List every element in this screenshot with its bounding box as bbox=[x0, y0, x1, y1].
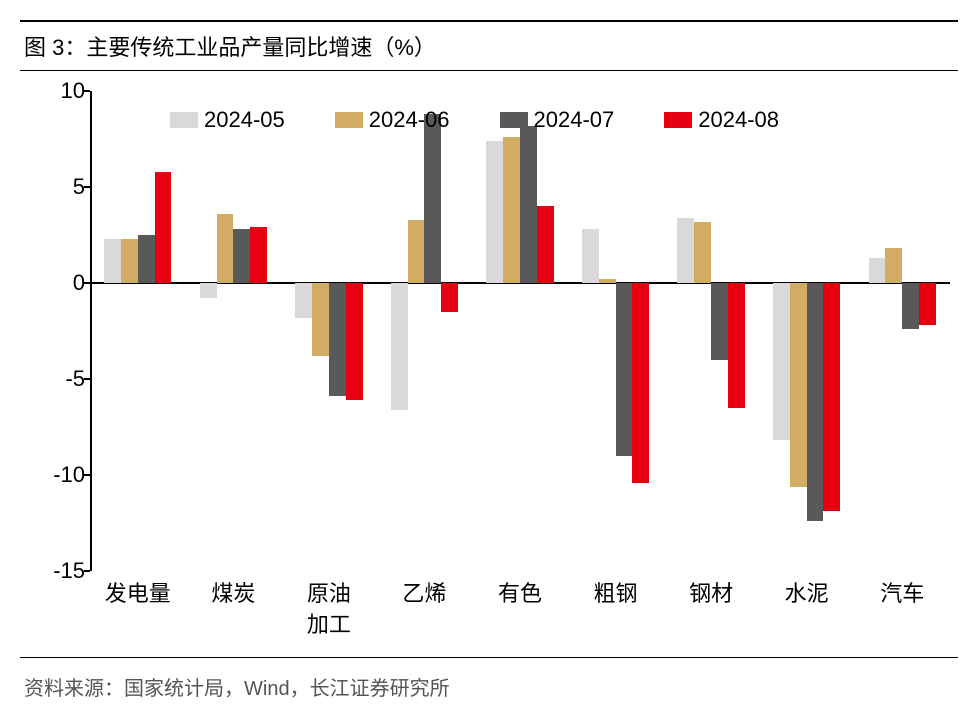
x-tick-label: 水泥 bbox=[785, 579, 829, 610]
bar bbox=[250, 227, 267, 283]
x-tick-label: 钢材 bbox=[689, 579, 733, 610]
bar bbox=[424, 114, 441, 283]
bar-group bbox=[472, 91, 568, 571]
legend-label: 2024-08 bbox=[698, 107, 779, 133]
legend-item: 2024-06 bbox=[335, 107, 450, 133]
x-tick-label: 粗钢 bbox=[594, 579, 638, 610]
y-tick-label: 0 bbox=[40, 270, 85, 296]
x-tick-label: 发电量 bbox=[105, 579, 171, 610]
y-tick-label: -10 bbox=[40, 462, 85, 488]
bar-group bbox=[90, 91, 186, 571]
bar-group bbox=[377, 91, 473, 571]
y-tick-label: -5 bbox=[40, 366, 85, 392]
bar bbox=[885, 248, 902, 283]
figure-container: 图 3：主要传统工业品产量同比增速（%） 2024-052024-062024-… bbox=[20, 20, 958, 701]
bars-area bbox=[90, 91, 950, 571]
bar-group bbox=[568, 91, 664, 571]
bar bbox=[121, 239, 138, 283]
legend-label: 2024-07 bbox=[534, 107, 615, 133]
bar bbox=[823, 283, 840, 511]
bar-group bbox=[186, 91, 282, 571]
x-tick-label: 乙烯 bbox=[402, 579, 446, 610]
legend-swatch bbox=[500, 112, 528, 128]
legend-item: 2024-08 bbox=[664, 107, 779, 133]
source-text: 资料来源：国家统计局，Wind，长江证券研究所 bbox=[20, 658, 958, 701]
x-tick-label: 汽车 bbox=[880, 579, 924, 610]
legend-swatch bbox=[170, 112, 198, 128]
y-axis-labels: -15-10-50510 bbox=[40, 91, 85, 571]
bar bbox=[773, 283, 790, 440]
y-tick-label: 5 bbox=[40, 174, 85, 200]
bar bbox=[694, 222, 711, 283]
plot-area: -15-10-50510 bbox=[90, 91, 950, 571]
bar-group bbox=[854, 91, 950, 571]
legend-label: 2024-06 bbox=[369, 107, 450, 133]
bar bbox=[217, 214, 234, 283]
legend-swatch bbox=[335, 112, 363, 128]
bar-group bbox=[281, 91, 377, 571]
bar bbox=[632, 283, 649, 483]
bar bbox=[869, 258, 886, 283]
bar bbox=[503, 137, 520, 283]
bar bbox=[138, 235, 155, 283]
bar bbox=[408, 220, 425, 283]
x-tick-label: 煤炭 bbox=[211, 579, 255, 610]
bar bbox=[295, 283, 312, 318]
bar-group bbox=[759, 91, 855, 571]
legend-label: 2024-05 bbox=[204, 107, 285, 133]
bar bbox=[486, 141, 503, 283]
bar bbox=[790, 283, 807, 487]
bar bbox=[902, 283, 919, 329]
bar bbox=[599, 279, 616, 283]
bar bbox=[346, 283, 363, 400]
x-tick-label: 原油 加工 bbox=[307, 579, 351, 641]
bar bbox=[520, 126, 537, 283]
x-axis-labels: 发电量 煤炭 原油 加工 乙烯 有色 粗钢 钢材 水泥 汽车 bbox=[90, 571, 950, 641]
bar bbox=[329, 283, 346, 396]
bar bbox=[391, 283, 408, 410]
legend-swatch bbox=[664, 112, 692, 128]
bar bbox=[711, 283, 728, 360]
bar bbox=[919, 283, 936, 325]
legend-item: 2024-07 bbox=[500, 107, 615, 133]
legend: 2024-05 2024-06 2024-07 2024-08 bbox=[170, 107, 779, 133]
bar bbox=[200, 283, 217, 298]
bar bbox=[582, 229, 599, 283]
bar-group bbox=[663, 91, 759, 571]
y-tick-label: 10 bbox=[40, 78, 85, 104]
bar bbox=[728, 283, 745, 408]
bar bbox=[441, 283, 458, 312]
x-tick-label: 有色 bbox=[498, 579, 542, 610]
y-tick-label: -15 bbox=[40, 558, 85, 584]
chart-area: 2024-052024-062024-072024-08 -15-10-5051… bbox=[20, 71, 958, 651]
bar bbox=[807, 283, 824, 521]
figure-title: 图 3：主要传统工业品产量同比增速（%） bbox=[20, 20, 958, 71]
bar bbox=[677, 218, 694, 283]
bar bbox=[104, 239, 121, 283]
bar bbox=[537, 206, 554, 283]
bar bbox=[155, 172, 172, 283]
legend-item: 2024-05 bbox=[170, 107, 285, 133]
bar bbox=[616, 283, 633, 456]
bar bbox=[312, 283, 329, 356]
bar bbox=[233, 229, 250, 283]
